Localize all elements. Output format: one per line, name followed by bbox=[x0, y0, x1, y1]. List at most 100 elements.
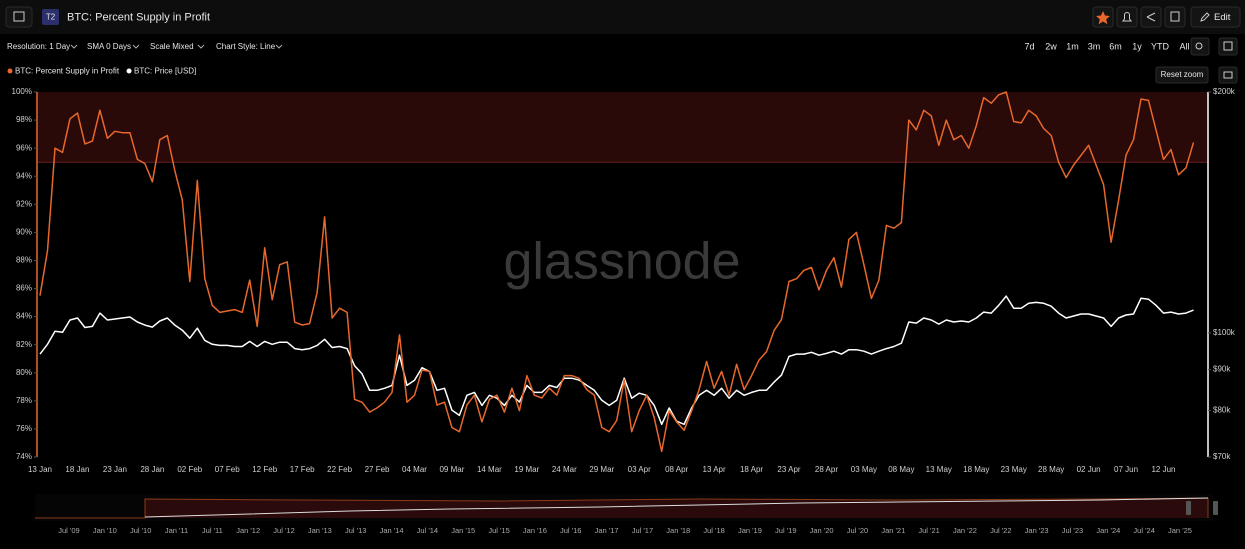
legend-label[interactable]: BTC: Percent Supply in Profit bbox=[15, 67, 120, 76]
navigator-label: Jan '15 bbox=[451, 526, 475, 535]
x-tick-label: 04 Mar bbox=[402, 465, 427, 474]
edit-button[interactable] bbox=[1190, 6, 1241, 28]
y-tick-label: 76% bbox=[16, 424, 32, 433]
x-tick-label: 07 Feb bbox=[215, 465, 240, 474]
x-tick-label: 17 Feb bbox=[290, 465, 315, 474]
x-tick-label: 18 May bbox=[963, 465, 989, 474]
sma-option[interactable]: SMA 0 Days bbox=[87, 42, 131, 51]
navigator-label: Jan '25 bbox=[1168, 526, 1192, 535]
top-bar bbox=[0, 0, 1245, 34]
x-tick-label: 12 Feb bbox=[252, 465, 277, 474]
zoom-icon bbox=[1195, 42, 1203, 50]
sidebar-icon bbox=[13, 11, 25, 22]
y2-tick-label: $90k bbox=[1213, 365, 1231, 374]
range-button[interactable]: All bbox=[1179, 41, 1189, 51]
calendar-icon bbox=[1223, 41, 1233, 51]
navigator-label: Jan '16 bbox=[523, 526, 547, 535]
range-buttons: 7d 2w 1m 3m 6m 1y YTD All bbox=[1024, 41, 1189, 51]
navigator-label: Jul '19 bbox=[775, 526, 796, 535]
navigator-label: Jul '21 bbox=[918, 526, 939, 535]
x-tick-label: 13 Jan bbox=[28, 465, 52, 474]
tier-badge bbox=[42, 9, 59, 25]
legend-marker bbox=[126, 68, 132, 74]
navigator-label: Jan '21 bbox=[881, 526, 905, 535]
x-tick-label: 28 Apr bbox=[815, 465, 838, 474]
x-tick-label: 24 Mar bbox=[552, 465, 577, 474]
y2-tick-label: $100k bbox=[1213, 328, 1236, 337]
navigator-handle-left[interactable] bbox=[1186, 501, 1191, 515]
x-tick-label: 09 Mar bbox=[439, 465, 464, 474]
y-tick-label: 78% bbox=[16, 396, 32, 405]
reset-zoom-label: Reset zoom bbox=[1161, 70, 1204, 79]
x-tick-label: 22 Feb bbox=[327, 465, 352, 474]
legend-label[interactable]: BTC: Price [USD] bbox=[134, 67, 196, 76]
navigator-label: Jan '14 bbox=[380, 526, 404, 535]
navigator-label: Jan '10 bbox=[93, 526, 117, 535]
x-tick-label: 18 Apr bbox=[740, 465, 763, 474]
navigator-label: Jul '17 bbox=[632, 526, 653, 535]
x-tick-label: 02 Jun bbox=[1077, 465, 1101, 474]
navigator-label: Jan '11 bbox=[165, 526, 188, 535]
zoom-select-button[interactable] bbox=[1190, 37, 1210, 56]
sidebar-button[interactable] bbox=[5, 6, 33, 28]
range-button[interactable]: 1m bbox=[1066, 41, 1079, 51]
scale-option[interactable]: Scale Mixed bbox=[150, 42, 194, 51]
camera-icon bbox=[1223, 71, 1233, 79]
x-tick-label: 23 Apr bbox=[777, 465, 800, 474]
screenshot-button[interactable] bbox=[1218, 66, 1238, 84]
share-button[interactable] bbox=[1140, 6, 1162, 28]
copy-button[interactable] bbox=[1164, 6, 1186, 28]
x-tick-label: 23 May bbox=[1001, 465, 1027, 474]
y-tick-label: 98% bbox=[16, 115, 32, 124]
range-button[interactable]: YTD bbox=[1151, 41, 1170, 51]
navigator-label: Jan '17 bbox=[595, 526, 619, 535]
navigator-label: Jan '19 bbox=[738, 526, 762, 535]
navigator-label: Jul '10 bbox=[130, 526, 151, 535]
range-button[interactable]: 7d bbox=[1024, 41, 1034, 51]
x-tick-label: 27 Feb bbox=[365, 465, 390, 474]
bell-icon bbox=[1122, 12, 1132, 22]
calendar-button[interactable] bbox=[1218, 37, 1238, 56]
navigator-label: Jul '16 bbox=[560, 526, 581, 535]
range-button[interactable]: 2w bbox=[1045, 41, 1057, 51]
range-button[interactable]: 1y bbox=[1132, 41, 1142, 51]
resolution-option[interactable]: Resolution: 1 Day bbox=[7, 42, 70, 51]
navigator-label: Jan '23 bbox=[1025, 526, 1049, 535]
navigator-label: Jul '24 bbox=[1133, 526, 1154, 535]
navigator-label: Jan '18 bbox=[666, 526, 690, 535]
x-tick-label: 23 Jan bbox=[103, 465, 127, 474]
y2-tick-label: $70k bbox=[1213, 452, 1231, 461]
x-tick-label: 02 Feb bbox=[177, 465, 202, 474]
y-tick-label: 82% bbox=[16, 340, 32, 349]
y-tick-label: 80% bbox=[16, 368, 32, 377]
share-icon bbox=[1146, 12, 1156, 22]
navigator-label: Jan '12 bbox=[236, 526, 260, 535]
navigator-label: Jul '23 bbox=[1062, 526, 1083, 535]
x-tick-label: 07 Jun bbox=[1114, 465, 1138, 474]
y-tick-label: 100% bbox=[12, 87, 32, 96]
navigator-label: Jul '09 bbox=[58, 526, 79, 535]
edit-icon bbox=[1200, 12, 1210, 22]
x-tick-label: 13 Apr bbox=[703, 465, 726, 474]
range-button[interactable]: 3m bbox=[1088, 41, 1101, 51]
alert-button[interactable] bbox=[1116, 6, 1138, 28]
range-button[interactable]: 6m bbox=[1109, 41, 1122, 51]
navigator-label: Jan '24 bbox=[1096, 526, 1120, 535]
reset-zoom-button[interactable] bbox=[1155, 66, 1209, 84]
x-tick-label: 28 May bbox=[1038, 465, 1064, 474]
y2-tick-label: $200k bbox=[1213, 87, 1236, 96]
chart-title: BTC: Percent Supply in Profit bbox=[67, 11, 210, 23]
navigator-price-shape bbox=[144, 497, 1209, 518]
x-tick-label: 28 Jan bbox=[140, 465, 164, 474]
series-line bbox=[39, 295, 1194, 426]
y-tick-label: 90% bbox=[16, 227, 32, 236]
y-tick-label: 86% bbox=[16, 284, 32, 293]
x-tick-label: 12 Jun bbox=[1151, 465, 1175, 474]
y-tick-label: 94% bbox=[16, 171, 32, 180]
navigator-handle-right[interactable] bbox=[1213, 501, 1218, 515]
x-tick-label: 08 Apr bbox=[665, 465, 688, 474]
highlight-band bbox=[37, 92, 1208, 163]
copy-icon bbox=[1170, 11, 1180, 22]
style-option[interactable]: Chart Style: Line bbox=[216, 42, 276, 51]
